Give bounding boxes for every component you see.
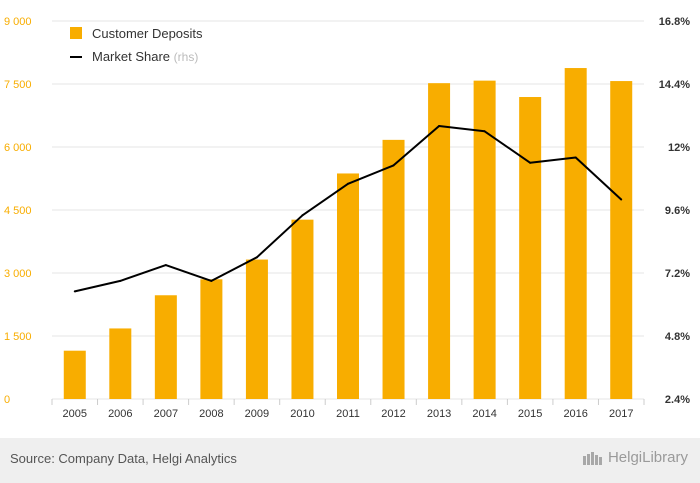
left-tick-label: 9 000 [4, 16, 32, 28]
legend: Customer Deposits Market Share (rhs) [70, 26, 203, 64]
source-note: Source: Company Data, Helgi Analytics [10, 451, 237, 466]
x-tick-label: 2010 [290, 408, 314, 420]
right-tick-label: 2.4% [665, 394, 690, 406]
x-tick-label: 2011 [336, 408, 360, 420]
right-tick-label: 4.8% [665, 331, 690, 343]
bar-2008 [200, 279, 223, 399]
x-tick-label: 2008 [199, 408, 223, 420]
right-tick-label: 16.8% [659, 16, 690, 28]
legend-label-line-name: Market Share [92, 49, 170, 64]
left-tick-label: 1 500 [4, 331, 32, 343]
line-point-2008 [210, 279, 213, 282]
left-tick-label: 3 000 [4, 268, 32, 280]
x-tick-label: 2005 [63, 408, 87, 420]
bar-2015 [519, 97, 542, 400]
line-point-2005 [73, 290, 76, 293]
line-point-2016 [574, 156, 577, 159]
line-point-2013 [438, 125, 441, 127]
bar-2011 [337, 173, 359, 399]
market-share-line [73, 125, 623, 293]
line-point-2015 [529, 161, 532, 164]
line-point-2014 [483, 130, 486, 133]
bar-2005 [63, 350, 86, 399]
brand-logo: HelgiLibrary [582, 449, 688, 466]
library-icon [582, 451, 602, 465]
line-point-2006 [119, 279, 122, 282]
chart-footer: Source: Company Data, Helgi Analytics He… [0, 438, 700, 483]
line-point-2009 [255, 256, 258, 259]
left-tick-label: 7 500 [4, 79, 32, 91]
left-tick-label: 4 500 [4, 205, 32, 217]
brand-name: HelgiLibrary [607, 449, 688, 466]
legend-label-bars: Customer Deposits [92, 26, 203, 41]
x-tick-label: 2017 [609, 408, 633, 420]
x-tick-label: 2006 [108, 408, 132, 420]
x-tick-label: 2016 [563, 408, 587, 420]
x-tick-label: 2014 [472, 408, 496, 420]
right-tick-label: 7.2% [665, 268, 690, 280]
bar-2012 [382, 139, 405, 400]
x-tick-label: 2015 [518, 408, 542, 420]
line-point-2017 [620, 198, 623, 201]
x-tick-label: 2012 [381, 408, 405, 420]
combo-chart: 0 1 500 3 000 4 500 6 000 7 500 9 000 2.4% 4.8%… [4, 16, 690, 420]
deposit-bars [63, 68, 633, 400]
right-tick-label: 12% [668, 142, 690, 154]
line-point-2007 [164, 264, 167, 267]
right-tick-label: 9.6% [665, 205, 690, 217]
left-tick-label: 6 000 [4, 142, 32, 154]
bar-2007 [154, 295, 177, 399]
legend-label-line: Market Share (rhs) [92, 49, 198, 64]
bar-2017 [610, 81, 633, 399]
right-axis-labels: 2.4% 4.8% 7.2% 9.6% 12% 14.4% 16.8% [659, 16, 690, 406]
bar-2006 [109, 328, 132, 399]
x-tick-label: 2007 [154, 408, 178, 420]
bar-2016 [564, 68, 587, 399]
x-tick-label: 2009 [245, 408, 269, 420]
bar-2010 [291, 219, 314, 399]
line-point-2012 [392, 164, 395, 167]
x-axis-labels: 2005 2006 2007 2008 2009 2010 2011 2012 2013 2014… [51, 399, 645, 420]
bar-2009 [245, 259, 268, 399]
left-tick-label: 0 [4, 394, 10, 406]
line-point-2010 [301, 214, 304, 217]
x-tick-label: 2013 [427, 408, 451, 420]
right-tick-label: 14.4% [659, 79, 690, 91]
legend-swatch-bars [70, 27, 82, 39]
bar-2013 [428, 83, 451, 399]
left-axis-labels: 0 1 500 3 000 4 500 6 000 7 500 9 000 [4, 16, 32, 406]
bar-2014 [473, 80, 496, 399]
legend-label-line-suffix: (rhs) [174, 50, 199, 64]
line-point-2011 [347, 182, 349, 185]
